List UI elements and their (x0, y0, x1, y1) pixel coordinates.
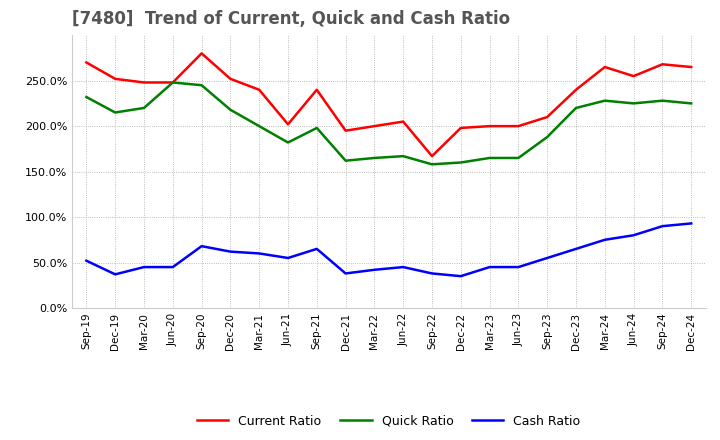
Cash Ratio (111, 272, 120, 277)
Quick Ratio (629, 101, 638, 106)
Text: [7480]  Trend of Current, Quick and Cash Ratio: [7480] Trend of Current, Quick and Cash … (72, 10, 510, 28)
Quick Ratio (456, 160, 465, 165)
Current Ratio (111, 76, 120, 81)
Quick Ratio (168, 80, 177, 85)
Current Ratio (168, 80, 177, 85)
Quick Ratio (572, 105, 580, 110)
Quick Ratio (485, 155, 494, 161)
Quick Ratio (255, 124, 264, 129)
Cash Ratio (572, 246, 580, 252)
Quick Ratio (82, 95, 91, 100)
Quick Ratio (399, 154, 408, 159)
Quick Ratio (341, 158, 350, 163)
Cash Ratio (82, 258, 91, 264)
Current Ratio (370, 124, 379, 129)
Current Ratio (456, 125, 465, 131)
Cash Ratio (514, 264, 523, 270)
Current Ratio (399, 119, 408, 124)
Line: Quick Ratio: Quick Ratio (86, 82, 691, 164)
Cash Ratio (226, 249, 235, 254)
Quick Ratio (284, 140, 292, 145)
Quick Ratio (140, 105, 148, 110)
Current Ratio (82, 60, 91, 65)
Cash Ratio (629, 233, 638, 238)
Cash Ratio (370, 267, 379, 272)
Current Ratio (226, 76, 235, 81)
Cash Ratio (428, 271, 436, 276)
Quick Ratio (312, 125, 321, 131)
Cash Ratio (456, 274, 465, 279)
Cash Ratio (687, 221, 696, 226)
Cash Ratio (399, 264, 408, 270)
Current Ratio (629, 73, 638, 79)
Cash Ratio (255, 251, 264, 256)
Cash Ratio (543, 255, 552, 260)
Quick Ratio (514, 155, 523, 161)
Current Ratio (658, 62, 667, 67)
Current Ratio (485, 124, 494, 129)
Current Ratio (312, 87, 321, 92)
Current Ratio (284, 122, 292, 127)
Quick Ratio (428, 161, 436, 167)
Line: Current Ratio: Current Ratio (86, 53, 691, 156)
Cash Ratio (658, 224, 667, 229)
Current Ratio (255, 87, 264, 92)
Quick Ratio (687, 101, 696, 106)
Current Ratio (428, 154, 436, 159)
Quick Ratio (226, 107, 235, 112)
Quick Ratio (111, 110, 120, 115)
Cash Ratio (168, 264, 177, 270)
Legend: Current Ratio, Quick Ratio, Cash Ratio: Current Ratio, Quick Ratio, Cash Ratio (192, 410, 585, 433)
Current Ratio (341, 128, 350, 133)
Current Ratio (140, 80, 148, 85)
Line: Cash Ratio: Cash Ratio (86, 224, 691, 276)
Quick Ratio (197, 83, 206, 88)
Quick Ratio (658, 98, 667, 103)
Current Ratio (543, 114, 552, 120)
Cash Ratio (600, 237, 609, 242)
Quick Ratio (370, 155, 379, 161)
Cash Ratio (341, 271, 350, 276)
Quick Ratio (600, 98, 609, 103)
Current Ratio (600, 64, 609, 70)
Quick Ratio (543, 134, 552, 139)
Cash Ratio (312, 246, 321, 252)
Cash Ratio (140, 264, 148, 270)
Cash Ratio (485, 264, 494, 270)
Cash Ratio (284, 255, 292, 260)
Current Ratio (197, 51, 206, 56)
Current Ratio (572, 87, 580, 92)
Current Ratio (687, 64, 696, 70)
Current Ratio (514, 124, 523, 129)
Cash Ratio (197, 243, 206, 249)
